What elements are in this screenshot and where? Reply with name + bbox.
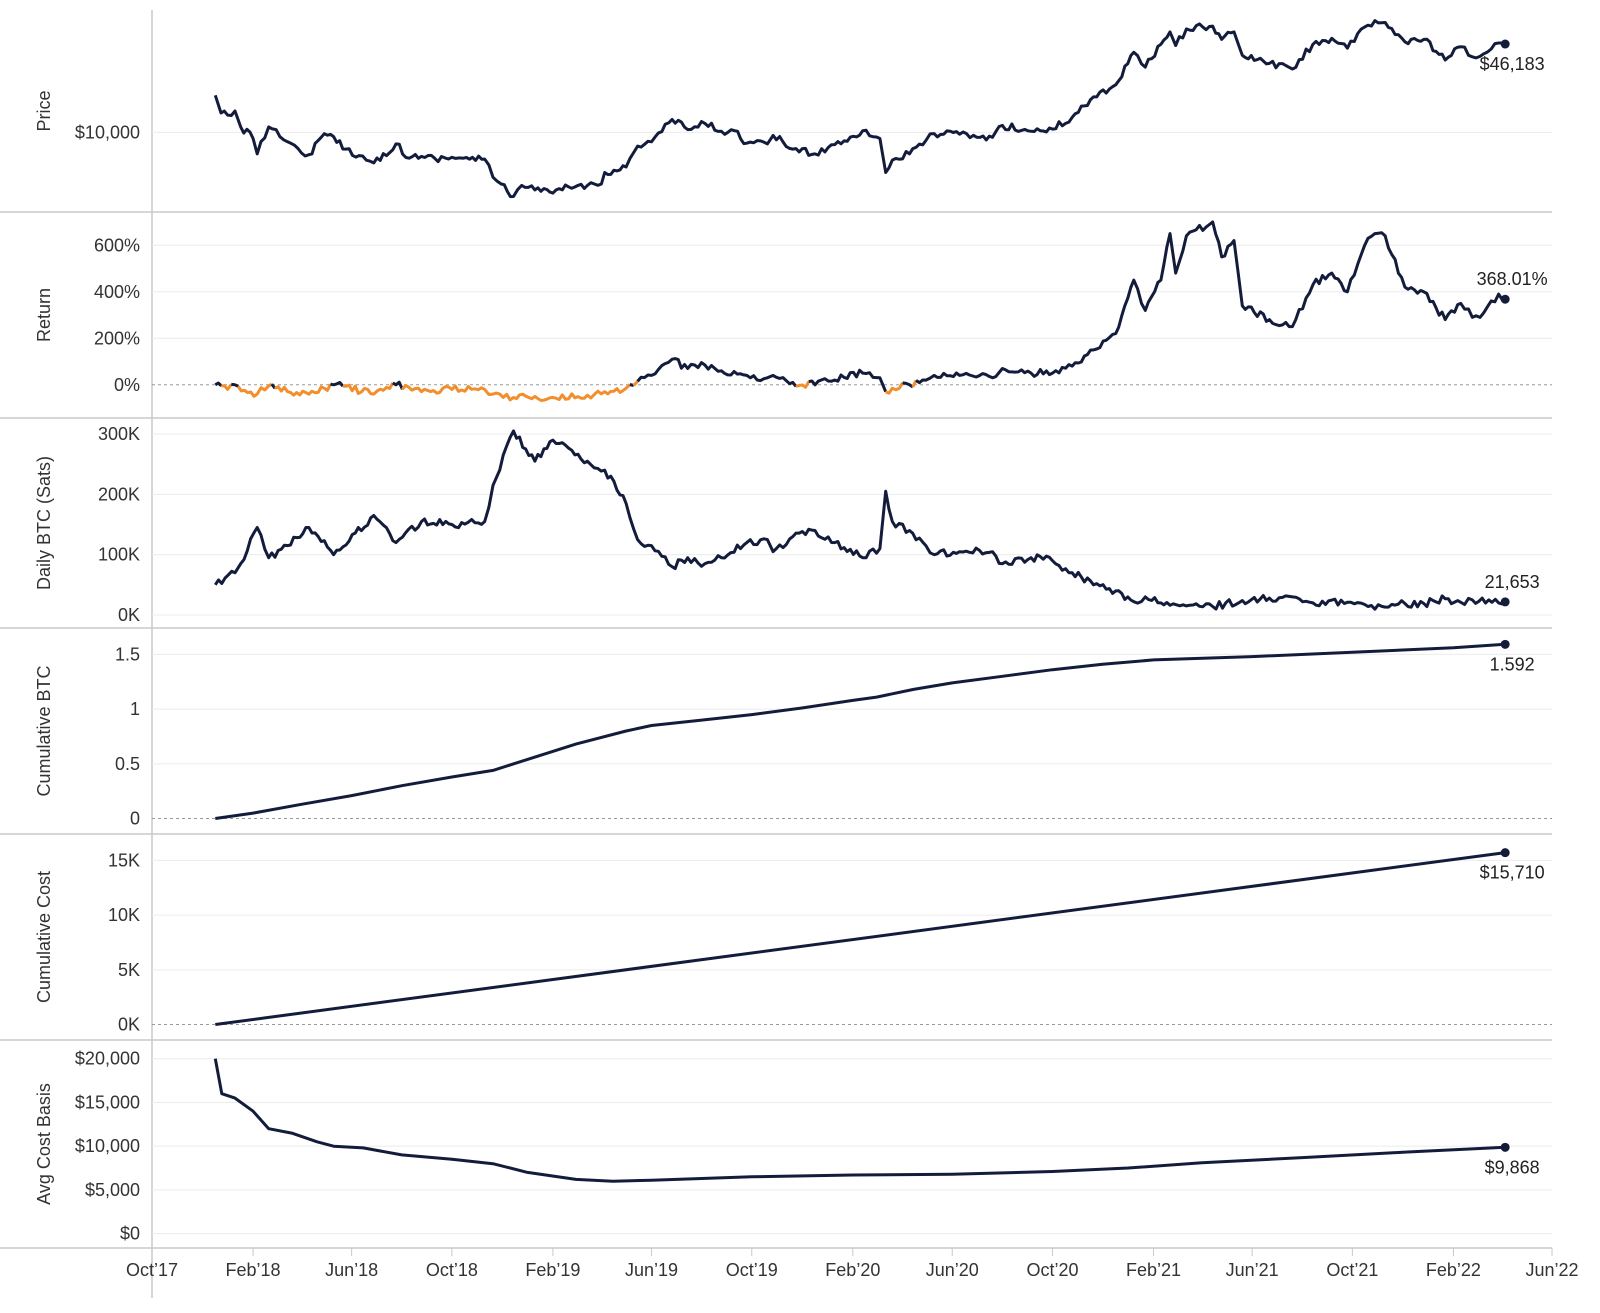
y-tick-label: $0 <box>120 1224 140 1244</box>
y-tick-label: 0.5 <box>115 754 140 774</box>
y-tick-label: 0K <box>118 1015 140 1035</box>
axis-title-avg-cost-basis: Avg Cost Basis <box>34 1083 54 1205</box>
y-tick-label: $5,000 <box>85 1180 140 1200</box>
y-tick-label: 300K <box>98 424 140 444</box>
x-tick-label: Feb’20 <box>825 1260 880 1280</box>
end-label-avg-cost-basis: $9,868 <box>1485 1157 1540 1177</box>
x-tick-label: Oct’20 <box>1026 1260 1078 1280</box>
panel-cumulative-btc: 0 0.5 1 1.5 Cumulative BTC 1.592 <box>34 639 1552 829</box>
x-tick-label: Oct’19 <box>726 1260 778 1280</box>
x-tick-label: Jun’20 <box>926 1260 979 1280</box>
return-line <box>808 368 888 393</box>
panel-cumulative-cost: 0K 5K 10K 15K Cumulative Cost $15,710 <box>34 848 1552 1035</box>
y-tick-label: 600% <box>94 235 140 255</box>
series-line-cumulative-cost <box>215 851 1506 1026</box>
end-point-avg-cost-basis <box>1500 1142 1510 1152</box>
return-line <box>902 381 914 389</box>
axis-title-price: Price <box>34 90 54 131</box>
return-line <box>214 381 223 387</box>
return-negative-line <box>342 382 395 396</box>
end-label-price: $46,183 <box>1480 54 1545 74</box>
x-tick-label: Feb’22 <box>1426 1260 1481 1280</box>
return-negative-line <box>274 383 332 397</box>
return-line <box>330 381 345 388</box>
end-point-return <box>1500 294 1510 304</box>
y-tick-label: $15,000 <box>75 1092 140 1112</box>
end-label-return: 368.01% <box>1477 269 1548 289</box>
y-tick-label: 0 <box>130 809 140 829</box>
end-point-cumulative-btc <box>1500 639 1510 649</box>
panel-avg-cost-basis: $0 $5,000 $10,000 $15,000 $20,000 Avg Cost Ba… <box>34 1049 1552 1244</box>
x-axis: Oct’17 Feb’18 Jun’18 Oct’18 Feb’19 Jun’19 Oct’… <box>126 1248 1579 1280</box>
return-negative-line <box>236 382 273 398</box>
x-tick-label: Oct’21 <box>1326 1260 1378 1280</box>
y-tick-label: $10,000 <box>75 1136 140 1156</box>
x-tick-label: Feb’18 <box>226 1260 281 1280</box>
x-tick-label: Jun’19 <box>625 1260 678 1280</box>
return-negative-line <box>632 380 639 387</box>
x-tick-label: Jun’22 <box>1525 1260 1578 1280</box>
x-tick-label: Jun’21 <box>1226 1260 1279 1280</box>
y-tick-label: 200% <box>94 328 140 348</box>
return-line <box>636 357 798 388</box>
y-tick-label: 0K <box>118 605 140 625</box>
end-point-price <box>1500 39 1510 49</box>
y-tick-label: $20,000 <box>75 1049 140 1069</box>
series-line-price <box>213 19 1506 199</box>
end-point-cumulative-cost <box>1500 848 1510 858</box>
y-tick-label: 200K <box>98 484 140 504</box>
end-point-daily-btc <box>1500 597 1510 607</box>
end-label-cumulative-btc: 1.592 <box>1490 654 1535 674</box>
return-line <box>915 220 1506 385</box>
series-line-daily-btc <box>214 429 1506 611</box>
axis-title-cumulative-cost: Cumulative Cost <box>34 871 54 1003</box>
axis-title-return: Return <box>34 288 54 342</box>
return-negative-line <box>401 383 631 402</box>
x-tick-label: Oct’18 <box>426 1260 478 1280</box>
y-tick-label: 100K <box>98 545 140 565</box>
axis-title-daily-btc: Daily BTC (Sats) <box>34 456 54 590</box>
end-label-daily-btc: 21,653 <box>1485 572 1540 592</box>
return-negative-line <box>885 382 904 395</box>
axis-title-cumulative-btc: Cumulative BTC <box>34 665 54 796</box>
y-tick-label: 1 <box>130 699 140 719</box>
series-line-avg-cost-basis <box>213 1058 1506 1183</box>
y-tick-label: 5K <box>118 960 140 980</box>
return-line <box>270 383 277 390</box>
return-line <box>629 383 635 387</box>
panel-return: 0% 200% 400% 600% Return 368.01% <box>34 220 1552 402</box>
y-tick-label: 10K <box>108 905 140 925</box>
return-line <box>392 380 404 390</box>
panel-price: $10,000 Price $46,183 <box>34 19 1552 199</box>
x-tick-label: Feb’19 <box>525 1260 580 1280</box>
end-label-cumulative-cost: $15,710 <box>1480 863 1545 883</box>
x-tick-label: Jun’18 <box>325 1260 378 1280</box>
y-tick-label: 1.5 <box>115 644 140 664</box>
y-tick-label: $10,000 <box>75 122 140 142</box>
x-tick-label: Feb’21 <box>1126 1260 1181 1280</box>
return-negative-line <box>221 383 233 391</box>
y-tick-label: 0% <box>114 375 140 395</box>
x-tick-label: Oct’17 <box>126 1260 178 1280</box>
y-tick-label: 400% <box>94 282 140 302</box>
series-line-cumulative-btc <box>215 642 1506 820</box>
panel-daily-btc: 0K 100K 200K 300K Daily BTC (Sats) 21,653 <box>34 424 1552 625</box>
chart-panels: $10,000 Price $46,183 0% 200% 400% 600% Return 3… <box>34 19 1552 1244</box>
return-line <box>231 382 239 388</box>
chart-frame <box>0 10 1552 1298</box>
return-negative-line <box>795 380 811 389</box>
y-tick-label: 15K <box>108 850 140 870</box>
